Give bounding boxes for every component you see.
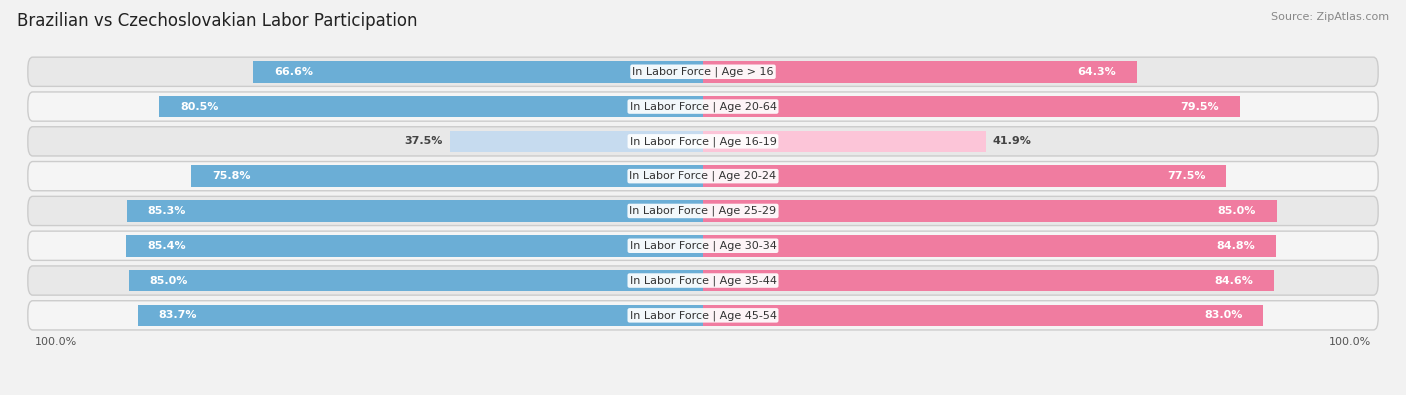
Text: 37.5%: 37.5% [405,136,443,147]
Text: In Labor Force | Age 35-44: In Labor Force | Age 35-44 [630,275,776,286]
Text: In Labor Force | Age > 16: In Labor Force | Age > 16 [633,66,773,77]
Text: 64.3%: 64.3% [1078,67,1116,77]
Bar [127,200,703,222]
Bar [138,305,703,326]
Bar [253,61,703,83]
FancyBboxPatch shape [28,196,1378,226]
FancyBboxPatch shape [28,162,1378,191]
Text: In Labor Force | Age 25-29: In Labor Force | Age 25-29 [630,206,776,216]
Bar [703,200,1277,222]
Text: In Labor Force | Age 30-34: In Labor Force | Age 30-34 [630,241,776,251]
FancyBboxPatch shape [28,301,1378,330]
Text: In Labor Force | Age 20-24: In Labor Force | Age 20-24 [630,171,776,181]
Text: 75.8%: 75.8% [212,171,250,181]
Bar [703,235,1275,256]
Text: 83.0%: 83.0% [1205,310,1243,320]
Bar [703,270,1274,292]
FancyBboxPatch shape [28,266,1378,295]
Bar [703,96,1240,117]
FancyBboxPatch shape [28,92,1378,121]
Text: 77.5%: 77.5% [1167,171,1205,181]
Text: 41.9%: 41.9% [993,136,1032,147]
Text: In Labor Force | Age 16-19: In Labor Force | Age 16-19 [630,136,776,147]
Text: Brazilian vs Czechoslovakian Labor Participation: Brazilian vs Czechoslovakian Labor Parti… [17,12,418,30]
Bar [703,61,1137,83]
Bar [703,131,986,152]
Text: Source: ZipAtlas.com: Source: ZipAtlas.com [1271,12,1389,22]
Text: 85.4%: 85.4% [148,241,186,251]
Text: 100.0%: 100.0% [1329,337,1371,347]
Bar [703,166,1226,187]
Bar [129,270,703,292]
Text: 84.8%: 84.8% [1216,241,1256,251]
Text: 66.6%: 66.6% [274,67,314,77]
Bar [159,96,703,117]
Bar [450,131,703,152]
Text: 85.0%: 85.0% [150,276,188,286]
FancyBboxPatch shape [28,231,1378,260]
Text: 84.6%: 84.6% [1215,276,1254,286]
Bar [191,166,703,187]
Text: 85.0%: 85.0% [1218,206,1256,216]
Text: 85.3%: 85.3% [148,206,186,216]
Text: In Labor Force | Age 20-64: In Labor Force | Age 20-64 [630,101,776,112]
Text: 83.7%: 83.7% [159,310,197,320]
Text: 79.5%: 79.5% [1181,102,1219,111]
FancyBboxPatch shape [28,57,1378,87]
Text: In Labor Force | Age 45-54: In Labor Force | Age 45-54 [630,310,776,321]
Text: 100.0%: 100.0% [35,337,77,347]
Text: 80.5%: 80.5% [180,102,218,111]
Bar [127,235,703,256]
FancyBboxPatch shape [28,127,1378,156]
Bar [703,305,1264,326]
